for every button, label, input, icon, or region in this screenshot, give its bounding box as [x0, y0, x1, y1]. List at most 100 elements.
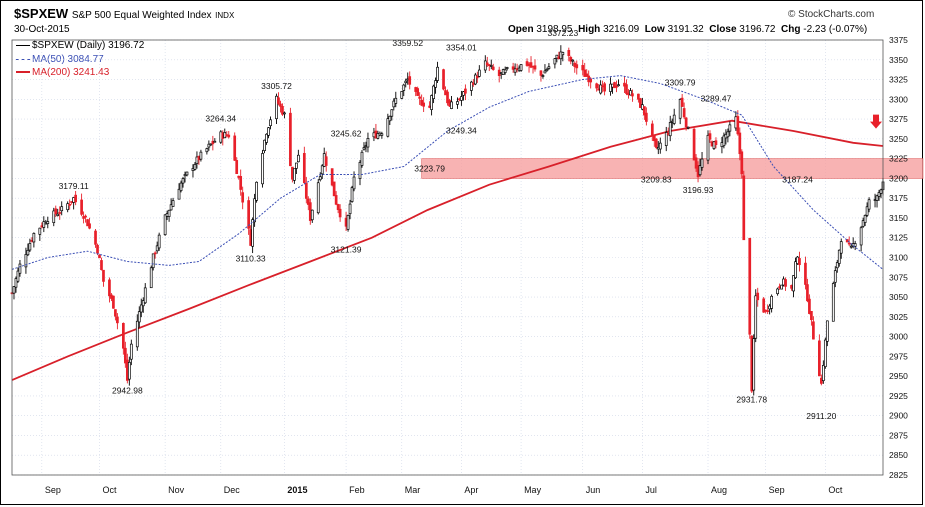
candle-body: [792, 275, 795, 292]
candle-body: [833, 270, 837, 283]
candle-body: [352, 176, 356, 190]
candle-body: [847, 242, 851, 245]
candle-body: [169, 204, 173, 211]
candle-body: [402, 84, 406, 91]
candle-body: [98, 254, 101, 259]
candle-body: [139, 304, 143, 313]
candle-body: [698, 165, 702, 176]
candle-body: [547, 66, 551, 69]
candle-body: [112, 295, 115, 309]
candle-body: [151, 253, 155, 269]
candle-body: [84, 215, 87, 218]
candle-body: [416, 88, 420, 96]
candle-body: [810, 311, 813, 321]
y-tick-label: 2950: [889, 371, 908, 381]
y-tick-label: 2850: [889, 450, 908, 460]
y-tick-label: 2900: [889, 411, 908, 421]
candle-body: [251, 219, 254, 247]
y-tick-label: 3200: [889, 173, 908, 183]
candle-body: [654, 138, 658, 148]
symbol-title: $SPXEW S&P 500 Equal Weighted Index INDX: [14, 6, 234, 21]
candle-body: [595, 83, 598, 89]
y-tick-label: 3250: [889, 134, 908, 144]
y-tick-label: 2875: [889, 430, 908, 440]
candle-body: [54, 208, 58, 215]
candle-body: [460, 96, 463, 101]
x-tick-label: May: [524, 485, 542, 495]
candle-body: [436, 66, 439, 81]
candle-body: [505, 67, 509, 69]
candle-body: [450, 101, 453, 109]
candle-body: [533, 65, 537, 70]
candle-body: [14, 278, 18, 288]
candle-body: [318, 176, 322, 181]
price-annotation: 3305.72: [261, 81, 292, 91]
candle-body: [336, 204, 340, 210]
candle-body: [193, 164, 197, 170]
candle-body: [404, 80, 408, 84]
candle-body: [102, 269, 105, 282]
candle-body: [179, 182, 183, 192]
candle-body: [129, 343, 133, 360]
candle-body: [823, 339, 827, 367]
price-annotation: 3245.62: [331, 128, 362, 138]
candle-body: [545, 69, 549, 72]
candle-body: [408, 76, 412, 85]
candle-body: [650, 123, 654, 135]
candle-body: [835, 262, 839, 269]
candle-body: [235, 160, 239, 175]
candle-body: [837, 249, 841, 264]
candle-body: [80, 199, 83, 215]
candle-body: [181, 178, 185, 184]
candle-body: [56, 213, 60, 216]
candle-body: [728, 124, 732, 132]
legend-price: $SPXEW (Daily) 3196.72: [16, 40, 144, 51]
ohlc-readout: Open 3198.95 High 3216.09 Low 3191.32 Cl…: [508, 24, 867, 35]
candle-body: [283, 112, 286, 115]
candle-body: [784, 279, 787, 287]
y-tick-label: 3125: [889, 233, 908, 243]
candle-body: [233, 135, 237, 161]
candle-body: [818, 340, 821, 377]
candle-body: [155, 245, 159, 252]
exchange: INDX: [215, 11, 235, 20]
candle-body: [376, 133, 380, 139]
candle-body: [726, 131, 730, 138]
y-tick-label: 3350: [889, 55, 908, 65]
candle-body: [861, 220, 865, 227]
candle-body: [585, 73, 589, 77]
open-label: Open: [508, 24, 534, 35]
y-tick-label: 3375: [889, 35, 908, 45]
x-tick-label: Nov: [168, 485, 185, 495]
candle-body: [875, 195, 879, 201]
y-tick-label: 3325: [889, 75, 908, 85]
chg-value: -2.23 (-0.07%): [803, 24, 868, 35]
candle-body: [561, 52, 565, 56]
x-tick-label: Oct: [102, 485, 117, 495]
candle-body: [766, 310, 770, 312]
candle-body: [470, 81, 473, 91]
candle-body: [541, 75, 545, 77]
candle-body: [42, 221, 46, 228]
candle-body: [324, 156, 328, 166]
price-annotation: 2942.98: [112, 386, 143, 396]
candle-body: [686, 126, 690, 129]
y-tick-label: 3275: [889, 114, 908, 124]
candle-body: [358, 161, 362, 179]
stockcharts-brand[interactable]: © StockCharts.com: [788, 9, 875, 20]
candle-body: [652, 134, 656, 142]
down-arrow-icon: [870, 114, 882, 129]
candle-body: [664, 132, 668, 146]
candle-body: [442, 69, 445, 90]
candle-body: [332, 181, 336, 197]
candle-body: [553, 58, 557, 65]
price-annotation: 3121.39: [331, 245, 362, 255]
candle-body: [658, 142, 662, 150]
candle-body: [143, 287, 147, 304]
plot-border: [11, 39, 884, 476]
candle-body: [794, 261, 797, 279]
legend-ma200-text: MA(200) 3241.43: [32, 67, 110, 78]
candle-body: [304, 183, 308, 199]
candle-body: [503, 69, 507, 73]
candle-body: [849, 245, 853, 248]
